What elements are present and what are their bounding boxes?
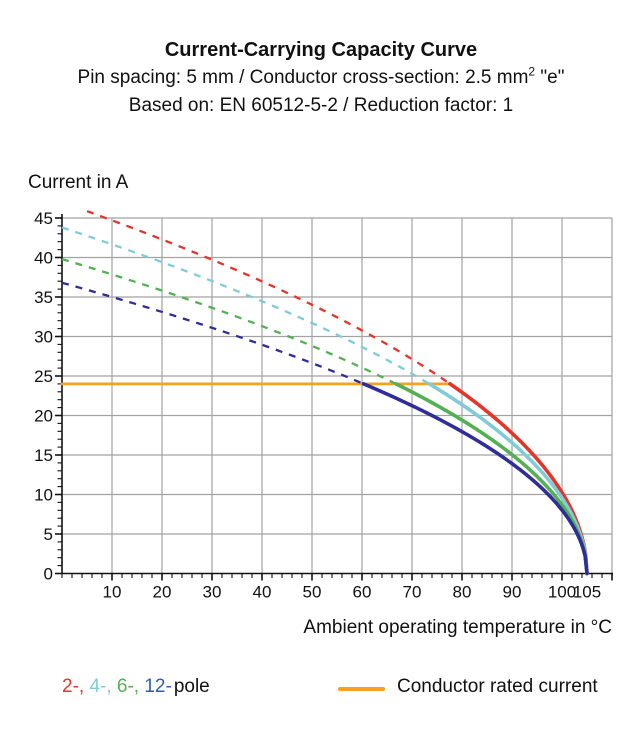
y-tick-label: 15 [34,446,53,465]
y-tick-label: 30 [34,328,53,347]
curve-4-pole-dashed [61,226,431,385]
x-tick-label: 105 [573,583,601,602]
rated-current-line-swatch [338,687,385,691]
x-tick-label: 60 [353,583,372,602]
header: Current-Carrying Capacity Curve Pin spac… [0,36,642,120]
legend-item-4pole: 4-, [89,676,117,697]
tick-labels: 0 5 10 15 20 25 30 35 40 45 10 20 30 40 50 60 70 80 90 1001… [34,209,601,602]
y-tick-label: 5 [44,525,53,544]
curve-6-pole-solid [394,382,589,576]
x-tick-label: 50 [303,583,322,602]
curve-12-pole-solid [361,382,589,576]
x-tick-label: 30 [203,583,222,602]
x-tick-label: 80 [453,583,472,602]
chart-subtitle-1: Pin spacing: 5 mm / Conductor cross-sect… [0,64,642,92]
y-tick-label: 20 [34,407,53,426]
y-tick-label: 35 [34,288,53,307]
legend: 2-, 4-, 6-, 12- pole Conductor rated curr… [0,670,642,710]
subtitle-1-suffix: "e" [535,67,565,88]
curve-6-pole-dashed [61,257,397,385]
legend-item-2pole: 2-, [62,676,90,697]
curve-2-pole-solid [448,382,589,576]
chart-subtitle-2: Based on: EN 60512-5-2 / Reduction facto… [128,95,514,116]
y-axis-title: Current in A [28,172,129,193]
y-tick-label: 25 [34,367,53,386]
legend-pole-suffix: pole [173,676,210,697]
legend-item-6pole: 6-, [116,676,145,697]
x-tick-label: 70 [403,583,422,602]
legend-pole-counts: 2-, 4-, 6-, 12- pole [62,676,210,698]
curve-4-pole-solid [427,382,589,576]
x-axis-title: Ambient operating temperature in °C [303,617,612,638]
x-tick-label: 90 [503,583,522,602]
x-tick-label: 100 [548,583,576,602]
x-tick-label: 20 [153,583,172,602]
x-tick-label: 40 [253,583,272,602]
chart-title: Current-Carrying Capacity Curve [164,39,478,61]
y-tick-label: 40 [34,249,53,268]
y-tick-label: 45 [34,209,53,228]
y-tick-label: 10 [34,486,53,505]
y-tick-label: 0 [44,565,53,584]
axes [55,214,613,581]
legend-item-12pole: 12- [144,676,172,697]
curve-12-pole-dashed [61,281,364,385]
grid [62,217,613,574]
subtitle-1-text: Pin spacing: 5 mm / Conductor cross-sect… [77,67,529,88]
x-tick-label: 10 [103,583,122,602]
rated-current-label: Conductor rated current [397,676,598,697]
subtitle-1-superscript: 2 [528,64,536,79]
